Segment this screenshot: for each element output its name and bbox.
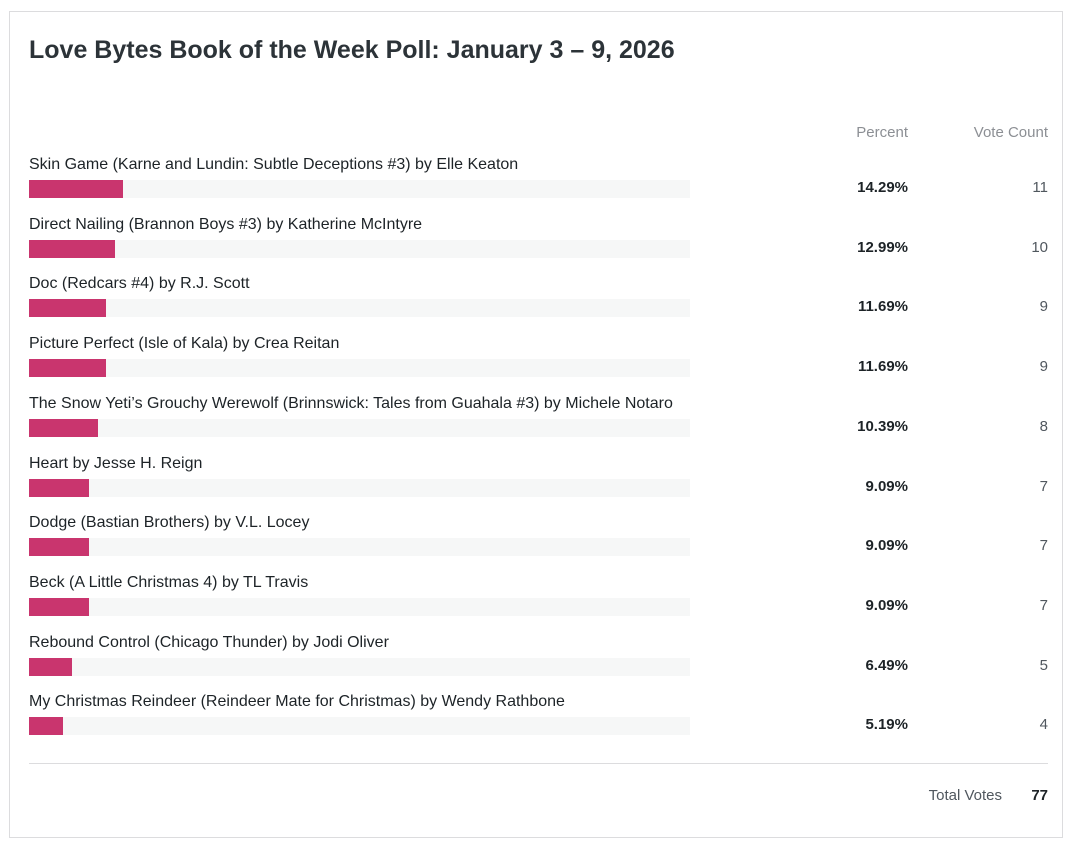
total-votes-value: 77 [1031, 787, 1048, 804]
poll-row: Heart by Jesse H. Reign 9.09% 7 [10, 455, 1062, 515]
vote-count-value: 9 [1039, 358, 1048, 376]
bar [29, 717, 64, 736]
vote-count-column-header: Vote Count [973, 124, 1048, 141]
poll-option-label: Heart by Jesse H. Reign [29, 454, 203, 472]
total-votes-label: Total Votes [928, 787, 1002, 804]
percent-value: 6.49% [865, 656, 908, 674]
poll-row: The Snow Yeti’s Grouchy Werewolf (Brinns… [10, 395, 1062, 455]
bar-track [29, 478, 690, 497]
bar [29, 418, 98, 437]
bar-track [29, 180, 690, 198]
bar-track [29, 717, 690, 736]
poll-row: Direct Nailing (Brannon Boys #3) by Kath… [10, 216, 1062, 276]
poll-option-label: Doc (Redcars #4) by R.J. Scott [29, 275, 250, 293]
bar [29, 657, 72, 676]
poll-option-label: The Snow Yeti’s Grouchy Werewolf (Brinns… [29, 394, 673, 412]
vote-count-value: 9 [1039, 298, 1048, 316]
vote-count-value: 4 [1039, 716, 1048, 734]
vote-count-value: 7 [1039, 477, 1048, 495]
poll-option-label: Picture Perfect (Isle of Kala) by Crea R… [29, 335, 340, 353]
poll-option-label: Dodge (Bastian Brothers) by V.L. Locey [29, 514, 310, 532]
poll-option-label: Direct Nailing (Brannon Boys #3) by Kath… [29, 215, 423, 233]
bar-track [29, 597, 690, 616]
vote-count-value: 11 [1032, 179, 1048, 196]
bar-track [29, 657, 690, 676]
bar-track [29, 359, 690, 378]
bar [29, 239, 115, 258]
percent-value: 14.29% [857, 179, 908, 196]
percent-value: 9.09% [865, 477, 908, 495]
percent-value: 11.69% [857, 358, 908, 376]
percent-value: 9.09% [865, 537, 908, 555]
poll-row: My Christmas Reindeer (Reindeer Mate for… [10, 693, 1062, 753]
bar [29, 180, 124, 198]
poll-title: Love Bytes Book of the Week Poll: Januar… [29, 36, 675, 64]
percent-value: 10.39% [857, 417, 908, 435]
percent-column-header: Percent [856, 124, 908, 141]
poll-row: Beck (A Little Christmas 4) by TL Travis… [10, 574, 1062, 634]
bar [29, 538, 90, 557]
poll-row: Skin Game (Karne and Lundin: Subtle Dece… [10, 156, 1062, 216]
vote-count-value: 7 [1039, 596, 1048, 614]
percent-value: 5.19% [865, 716, 908, 734]
poll-option-label: Rebound Control (Chicago Thunder) by Jod… [29, 633, 389, 651]
poll-option-label: Beck (A Little Christmas 4) by TL Travis [29, 573, 309, 591]
poll-card: Love Bytes Book of the Week Poll: Januar… [9, 11, 1063, 838]
vote-count-value: 7 [1039, 537, 1048, 555]
bar-track [29, 239, 690, 258]
bar [29, 597, 90, 616]
percent-value: 9.09% [865, 596, 908, 614]
vote-count-value: 10 [1031, 238, 1048, 256]
bar [29, 299, 107, 318]
bar [29, 478, 90, 497]
bar-track [29, 299, 690, 318]
bar [29, 359, 107, 378]
bar-track [29, 418, 690, 437]
poll-row: Doc (Redcars #4) by R.J. Scott 11.69% 9 [10, 275, 1062, 335]
divider [29, 763, 1048, 764]
poll-option-label: My Christmas Reindeer (Reindeer Mate for… [29, 693, 565, 711]
poll-option-label: Skin Game (Karne and Lundin: Subtle Dece… [29, 156, 519, 173]
poll-row: Picture Perfect (Isle of Kala) by Crea R… [10, 335, 1062, 395]
bar-track [29, 538, 690, 557]
percent-value: 11.69% [857, 298, 908, 316]
vote-count-value: 5 [1039, 656, 1048, 674]
percent-value: 12.99% [857, 238, 908, 256]
vote-count-value: 8 [1039, 417, 1048, 435]
poll-row: Rebound Control (Chicago Thunder) by Jod… [10, 634, 1062, 694]
poll-row: Dodge (Bastian Brothers) by V.L. Locey 9.… [10, 514, 1062, 574]
